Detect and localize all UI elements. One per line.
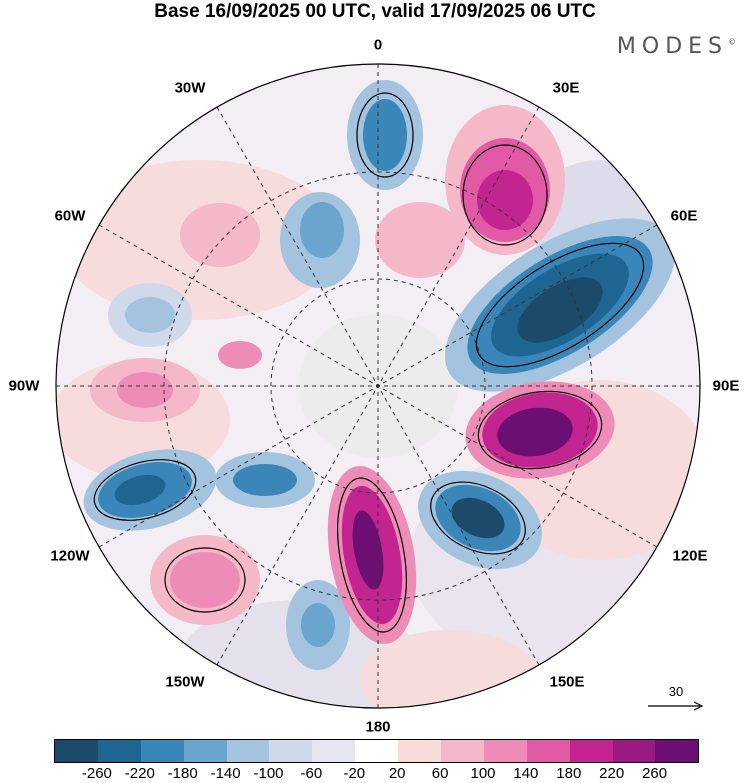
modes-logo: MODES© [616, 34, 736, 59]
colorbar-swatch [269, 740, 313, 762]
colorbar-tick-label: 180 [556, 765, 582, 782]
lon-label-90w: 90W [8, 377, 40, 395]
lon-label-60w: 60W [54, 207, 86, 225]
colorbar-swatch [355, 740, 399, 762]
colorbar-swatch [226, 740, 270, 762]
colorbar-tick-label: 60 [431, 765, 449, 782]
lon-label-30e: 30E [552, 79, 580, 97]
colorbar-tick-label: -60 [300, 765, 323, 782]
colorbar-tick-label: 220 [599, 765, 625, 782]
colorbar-swatch [312, 740, 356, 762]
colorbar-tick-label: -220 [124, 765, 155, 782]
reference-vector [648, 701, 704, 711]
colorbar-tick-label: -100 [253, 765, 284, 782]
colorbar-swatch [97, 740, 141, 762]
colorbar-swatch [183, 740, 227, 762]
colorbar-tick-label: 140 [513, 765, 539, 782]
colorbar-swatch [483, 740, 527, 762]
lon-label-150w: 150W [165, 673, 205, 691]
lon-label-90e: 90E [712, 377, 740, 395]
colorbar-swatch [526, 740, 570, 762]
vector-reference-label: 30 [668, 684, 684, 699]
lon-label-0: 0 [373, 36, 383, 54]
colorbar-swatch [655, 740, 699, 762]
lon-label-30w: 30W [174, 79, 206, 97]
colorbar-tick-label: -260 [81, 765, 112, 782]
colorbar-tick-label: 20 [388, 765, 406, 782]
colorbar-swatch [441, 740, 484, 762]
colorbar-swatch [569, 740, 613, 762]
colorbar-tick-label: -20 [343, 765, 366, 782]
anomaly-field [56, 64, 700, 708]
lon-label-120e: 120E [672, 547, 708, 565]
colorbar-swatch [612, 740, 656, 762]
colorbar-swatch [398, 740, 442, 762]
lon-label-60e: 60E [670, 207, 698, 225]
colorbar-tick-label: 100 [470, 765, 496, 782]
colorbar-tick-label: 260 [642, 765, 668, 782]
colorbar-swatch [140, 740, 184, 762]
map-boundary [55, 63, 701, 709]
colorbar-tick-label: -140 [210, 765, 241, 782]
lon-label-180: 180 [365, 718, 391, 736]
colorbar-tick-label: -180 [167, 765, 198, 782]
colorbar [54, 739, 700, 763]
colorbar-ticks: -260 -220 -180 -140 -100 -60 -20 20 60 100 140 180 2… [54, 765, 750, 783]
lon-label-120w: 120W [50, 547, 90, 565]
colorbar-swatch [55, 740, 98, 762]
lon-label-150e: 150E [549, 673, 585, 691]
chart-title: Base 16/09/2025 00 UTC, valid 17/09/2025… [154, 1, 596, 22]
